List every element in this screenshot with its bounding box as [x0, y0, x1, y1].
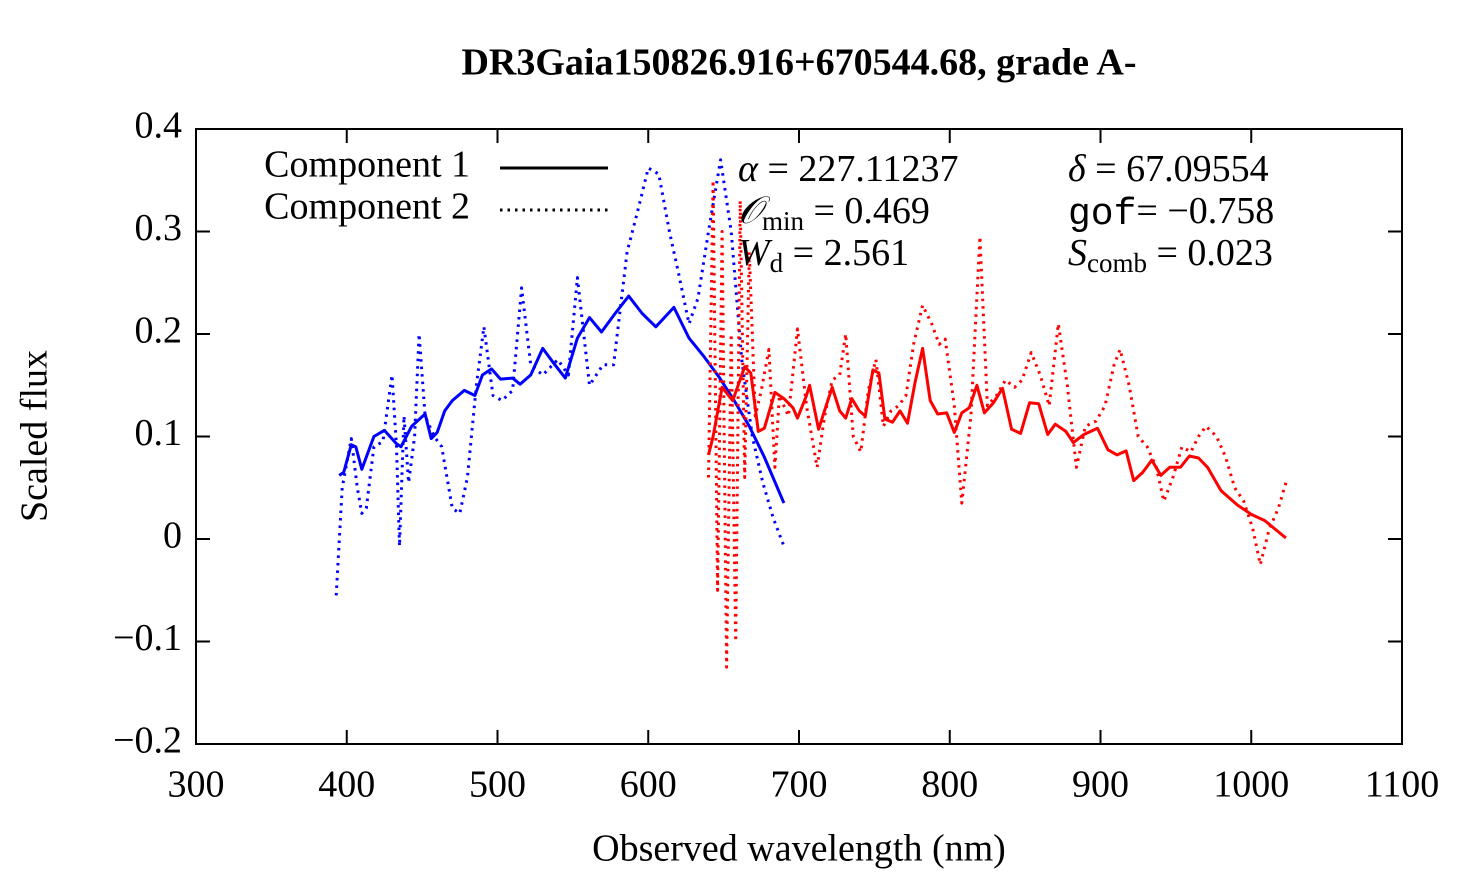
annotation-text: = 0.023 [1147, 232, 1273, 274]
y-tick-label: 0.2 [135, 310, 183, 352]
x-tick-label: 400 [318, 764, 375, 806]
annotation-symbol: W [738, 232, 773, 274]
chart-title: DR3Gaia150826.916+670544.68, grade A- [461, 42, 1136, 84]
annotation-text: = 2.561 [783, 232, 909, 274]
annotation-symbol: gof [1068, 193, 1136, 236]
annotation: gof= −0.758 [1068, 190, 1274, 236]
annotation-symbol: δ [1068, 148, 1087, 190]
y-tick-label: 0 [163, 515, 182, 557]
annotation-subscript: min [762, 206, 805, 236]
series-line [707, 346, 1287, 540]
annotation: Wd = 2.561 [738, 232, 909, 278]
legend-label: Component 2 [264, 186, 470, 228]
legend-label: Component 1 [264, 144, 470, 186]
series-line [707, 178, 1288, 669]
x-tick-label: 300 [168, 764, 225, 806]
x-tick-label: 1100 [1365, 764, 1440, 806]
annotation-text: = 227.11237 [758, 148, 959, 190]
annotation-text: = 0.469 [804, 190, 930, 232]
y-tick-label: 0.4 [135, 105, 183, 147]
x-tick-label: 700 [771, 764, 828, 806]
annotation: Scomb = 0.023 [1068, 232, 1273, 278]
x-tick-label: 800 [921, 764, 978, 806]
x-tick-label: 900 [1072, 764, 1129, 806]
y-tick-label: 0.1 [135, 412, 183, 454]
annotation-symbol: S [1068, 232, 1087, 274]
annotation: α = 227.11237 [738, 148, 958, 190]
series-line [334, 158, 786, 596]
y-tick-label: 0.3 [135, 207, 183, 249]
annotation-text: = −0.758 [1136, 190, 1274, 232]
y-tick-label: −0.2 [113, 720, 182, 762]
annotation-subscript: comb [1087, 248, 1147, 278]
x-tick-label: 1000 [1213, 764, 1289, 806]
y-axis-label: Scaled flux [14, 350, 56, 522]
annotation-subscript: d [770, 248, 784, 278]
annotation-text: = 67.09554 [1086, 148, 1269, 190]
x-tick-label: 600 [620, 764, 677, 806]
y-tick-label: −0.1 [113, 617, 182, 659]
annotation-symbol: α [738, 148, 759, 190]
annotation: 𝒪min = 0.469 [738, 190, 930, 236]
x-axis-label: Observed wavelength (nm) [592, 828, 1006, 870]
x-tick-label: 500 [469, 764, 526, 806]
annotation: δ = 67.09554 [1068, 148, 1269, 190]
series-line [338, 294, 786, 504]
